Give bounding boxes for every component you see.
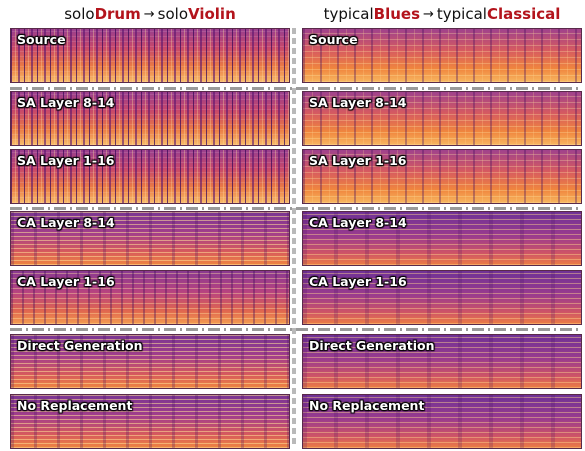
spectrogram-left-no-replacement: No Replacement	[10, 394, 290, 449]
spectrogram-image	[303, 212, 581, 265]
spectrogram-left-direct-generation: Direct Generation	[10, 334, 290, 389]
arrow-icon: →	[423, 6, 434, 22]
spectrogram-image	[11, 335, 289, 388]
spectrogram-image	[303, 271, 581, 324]
panel-label: Source	[17, 32, 66, 47]
row-separator	[10, 207, 582, 210]
spectrogram-image	[303, 150, 581, 203]
spectrogram-left-source: Source	[10, 28, 290, 83]
header-right-pre: typical	[323, 5, 374, 23]
spectrogram-image	[11, 150, 289, 203]
spectrogram-image	[11, 271, 289, 324]
spectrogram-image	[303, 335, 581, 388]
spectrogram-image	[303, 29, 581, 82]
header-left-mid: solo	[157, 5, 188, 23]
spectrogram-left-sa-8-14: SA Layer 8-14	[10, 91, 290, 146]
header-left-source-instrument: Drum	[94, 5, 141, 23]
panel-label: No Replacement	[309, 398, 425, 413]
panel-label: SA Layer 8-14	[309, 95, 407, 110]
panel-label: SA Layer 8-14	[17, 95, 115, 110]
spectrogram-right-sa-8-14: SA Layer 8-14	[302, 91, 582, 146]
spectrogram-right-ca-1-16: CA Layer 1-16	[302, 270, 582, 325]
panel-label: CA Layer 1-16	[309, 274, 407, 289]
column-header-left: solo Drum → solo Violin	[10, 2, 290, 26]
header-right-source-genre: Blues	[373, 5, 420, 23]
spectrogram-left-ca-8-14: CA Layer 8-14	[10, 211, 290, 266]
row-separator	[10, 328, 582, 331]
header-left-target-instrument: Violin	[188, 5, 236, 23]
spectrogram-right-ca-8-14: CA Layer 8-14	[302, 211, 582, 266]
spectrogram-right-sa-1-16: SA Layer 1-16	[302, 149, 582, 204]
spectrogram-image	[11, 29, 289, 82]
center-divider	[292, 28, 296, 448]
header-right-target-genre: Classical	[486, 5, 561, 23]
panel-label: Direct Generation	[17, 338, 143, 353]
panel-label: CA Layer 1-16	[17, 274, 115, 289]
spectrogram-image	[303, 92, 581, 145]
panel-label: CA Layer 8-14	[17, 215, 115, 230]
panel-label: Direct Generation	[309, 338, 435, 353]
spectrogram-image	[11, 212, 289, 265]
panel-label: CA Layer 8-14	[309, 215, 407, 230]
spectrogram-image	[11, 92, 289, 145]
spectrogram-left-sa-1-16: SA Layer 1-16	[10, 149, 290, 204]
spectrogram-right-source: Source	[302, 28, 582, 83]
row-separator	[10, 87, 582, 90]
panel-label: SA Layer 1-16	[17, 153, 115, 168]
spectrogram-image	[303, 395, 581, 448]
panel-label: Source	[309, 32, 358, 47]
panel-label: SA Layer 1-16	[309, 153, 407, 168]
spectrogram-image	[11, 395, 289, 448]
header-left-pre: solo	[64, 5, 95, 23]
arrow-icon: →	[143, 6, 155, 22]
spectrogram-right-direct-generation: Direct Generation	[302, 334, 582, 389]
column-header-right: typical Blues → typical Classical	[302, 2, 582, 26]
spectrogram-right-no-replacement: No Replacement	[302, 394, 582, 449]
header-right-mid: typical	[436, 5, 487, 23]
spectrogram-left-ca-1-16: CA Layer 1-16	[10, 270, 290, 325]
panel-label: No Replacement	[17, 398, 133, 413]
